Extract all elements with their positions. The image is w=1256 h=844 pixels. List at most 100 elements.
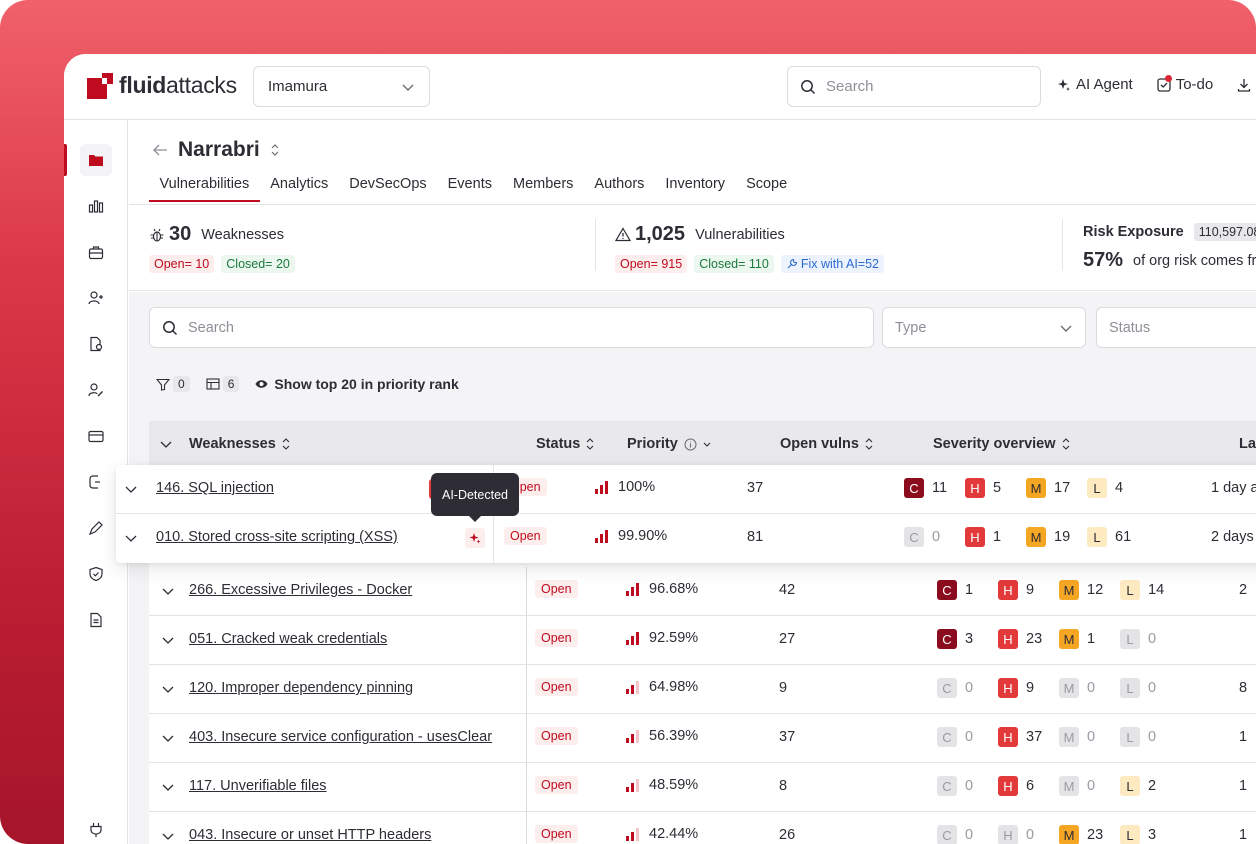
tab-analytics[interactable]: Analytics	[270, 176, 329, 192]
weakness-link[interactable]: 120. Improper dependency pinning	[189, 680, 414, 696]
col-severity[interactable]: Severity overview	[933, 436, 1070, 452]
severity-letter-badge: M	[1059, 580, 1079, 600]
table-row[interactable]: 010. Stored cross-site scripting (XSS) Op…	[116, 514, 1256, 563]
weakness-link[interactable]: 051. Cracked weak credentials	[189, 631, 388, 647]
tab-authors[interactable]: Authors	[594, 176, 645, 192]
expand-row-chevron-icon[interactable]	[161, 731, 175, 745]
tab-scope[interactable]: Scope	[746, 176, 788, 192]
bar-chart-icon[interactable]	[80, 190, 112, 222]
status-cell: Open	[504, 527, 547, 545]
col-weaknesses[interactable]: Weaknesses	[159, 436, 290, 452]
global-search-input[interactable]: Search	[787, 66, 1041, 107]
table-search-placeholder: Search	[188, 319, 234, 336]
type-select[interactable]: Type	[882, 307, 1086, 348]
user-edit-icon[interactable]	[80, 374, 112, 406]
severity-overview: C 0 H 37 M 0 L 0	[937, 727, 1181, 747]
severity-count: 0	[932, 529, 941, 545]
table-row[interactable]: 051. Cracked weak credentials Open 92.59% 2…	[149, 616, 1256, 665]
main-content: Narrabri Vulnerabilities Analytics DevSe…	[129, 120, 1256, 844]
filter-button[interactable]: 0	[156, 376, 190, 392]
column-divider	[526, 665, 527, 713]
severity-letter-badge: M	[1059, 727, 1079, 747]
status-select[interactable]: Status	[1096, 307, 1256, 348]
weakness-link[interactable]: 266. Excessive Privileges - Docker	[189, 582, 413, 598]
tabs-divider	[129, 204, 1256, 205]
document-icon[interactable]	[80, 604, 112, 636]
weakness-link[interactable]: 403. Insecure service configuration - us…	[189, 729, 493, 745]
sort-icon	[282, 438, 290, 450]
col-open-vulns[interactable]: Open vulns	[780, 436, 873, 452]
expand-row-chevron-icon[interactable]	[161, 829, 175, 843]
shield-icon[interactable]	[80, 558, 112, 590]
expand-row-chevron-icon[interactable]	[161, 682, 175, 696]
ai-agent-button[interactable]: AI Agent	[1057, 76, 1133, 93]
open-vulns-value: 42	[779, 582, 796, 598]
col-priority[interactable]: Priority	[627, 436, 711, 452]
back-arrow-icon[interactable]	[152, 143, 168, 157]
tab-vulnerabilities[interactable]: Vulnerabilities	[149, 176, 260, 202]
top20-toggle[interactable]: Show top 20 in priority rank	[255, 376, 459, 392]
fix-with-ai-chip[interactable]: Fix with AI=52	[780, 255, 885, 273]
info-icon	[684, 438, 697, 451]
card-icon[interactable]	[80, 420, 112, 452]
tab-devsecops[interactable]: DevSecOps	[349, 176, 427, 192]
folder-icon[interactable]	[80, 144, 112, 176]
tab-members[interactable]: Members	[512, 176, 574, 192]
expand-row-chevron-icon[interactable]	[161, 633, 175, 647]
priority-bars-icon	[625, 778, 641, 792]
table-row[interactable]: 266. Excessive Privileges - Docker Open 96…	[149, 567, 1256, 616]
pen-icon[interactable]	[80, 512, 112, 544]
table-row[interactable]: 120. Improper dependency pinning Open 64.9…	[149, 665, 1256, 714]
user-add-icon[interactable]	[80, 282, 112, 314]
briefcase-icon[interactable]	[80, 236, 112, 268]
logo[interactable]: fluidattacks	[87, 72, 237, 99]
tab-events[interactable]: Events	[447, 176, 492, 192]
weakness-link[interactable]: 117. Unverifiable files	[189, 778, 327, 794]
severity-letter-badge: L	[1087, 478, 1107, 498]
expand-row-chevron-icon[interactable]	[124, 482, 138, 496]
severity-count: 0	[965, 729, 974, 745]
expand-row-chevron-icon[interactable]	[161, 780, 175, 794]
status-badge: Open	[535, 825, 578, 843]
columns-icon	[206, 378, 220, 390]
download-button[interactable]: D	[1237, 76, 1256, 93]
table-row[interactable]: 117. Unverifiable files Open 48.59% 8 C 0 H 6 M 0…	[149, 763, 1256, 812]
risk-exposure-stat: Risk Exposure 110,597.08 ( 57% of org ri…	[1083, 223, 1256, 272]
table-search-input[interactable]: Search	[149, 307, 874, 348]
expand-icon[interactable]	[80, 466, 112, 498]
todo-button[interactable]: To-do	[1157, 75, 1213, 93]
tab-inventory[interactable]: Inventory	[665, 176, 726, 192]
ai-agent-label: AI Agent	[1076, 76, 1133, 93]
table-row[interactable]: 146. SQL injection Open 100% 37 C 11 H 5 M 17 L 4 1 …	[116, 465, 1256, 514]
expand-row-chevron-icon[interactable]	[161, 584, 175, 598]
columns-button[interactable]: 6	[206, 376, 240, 392]
plug-icon[interactable]	[80, 814, 112, 844]
ai-detected-sparkle-icon[interactable]	[465, 528, 485, 548]
table-row[interactable]: 043. Insecure or unset HTTP headers Open 4…	[149, 812, 1256, 844]
weakness-link[interactable]: 146. SQL injection	[156, 480, 274, 496]
severity-overview: C 3 H 23 M 1 L 0	[937, 629, 1181, 649]
weakness-link[interactable]: 010. Stored cross-site scripting (XSS)	[156, 529, 398, 545]
col-status[interactable]: Status	[536, 436, 594, 452]
table-row[interactable]: 403. Insecure service configuration - us…	[149, 714, 1256, 763]
organization-select[interactable]: Imamura	[253, 66, 430, 107]
expand-row-chevron-icon[interactable]	[124, 531, 138, 545]
status-badge: Open	[535, 727, 578, 745]
severity-count: 3	[1148, 827, 1157, 843]
weaknesses-stat: 30 Weaknesses Open= 10 Closed= 20	[149, 223, 295, 273]
severity-letter-badge: L	[1120, 678, 1140, 698]
file-settings-icon[interactable]	[80, 328, 112, 360]
weakness-link[interactable]: 043. Insecure or unset HTTP headers	[189, 827, 432, 843]
col-last[interactable]: La	[1239, 436, 1256, 452]
col-priority-label: Priority	[627, 436, 678, 452]
weaknesses-open-chip: Open= 10	[149, 255, 215, 273]
sort-switch-icon[interactable]	[270, 143, 280, 157]
